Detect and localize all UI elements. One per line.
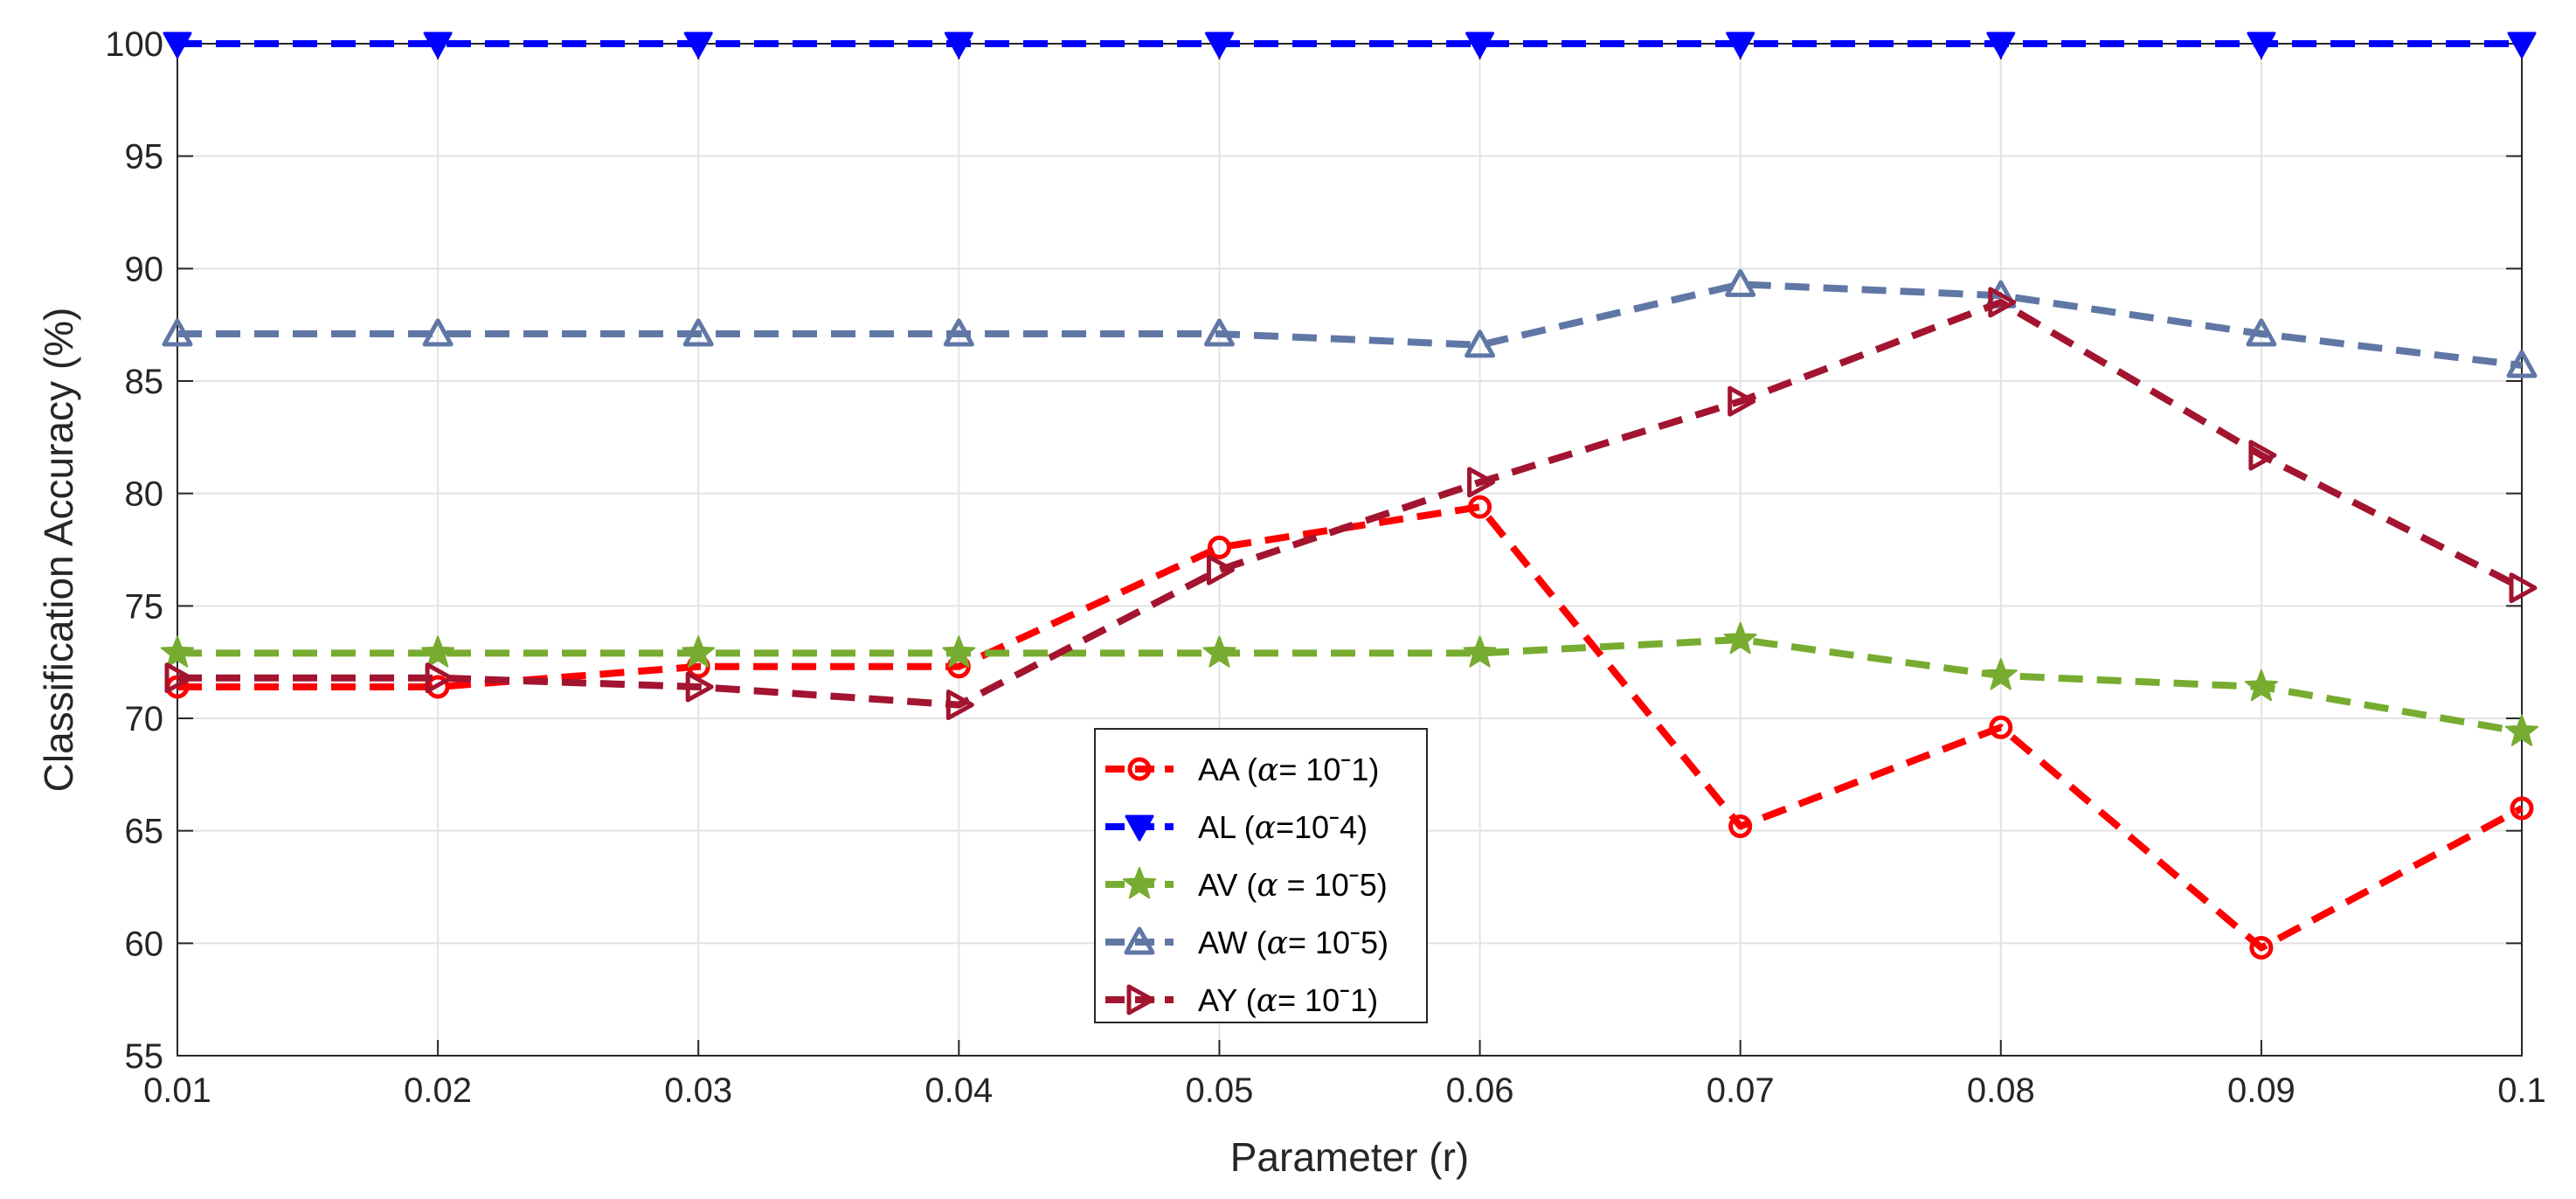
legend-marker	[1127, 757, 1152, 781]
data-point-al	[944, 31, 973, 59]
data-point-al	[2247, 31, 2276, 59]
data-point-ay	[164, 662, 193, 694]
data-point-al	[1465, 31, 1495, 59]
data-point-aa	[1728, 814, 1753, 839]
data-point-av	[1723, 621, 1757, 655]
y-tick-label: 90	[125, 250, 164, 288]
data-point-ay	[2509, 572, 2538, 604]
x-tick-label: 0.09	[2227, 1071, 2296, 1110]
series-av	[160, 621, 2539, 746]
legend-item: AA (α= 10ˉ1)	[1105, 752, 1379, 788]
y-tick-label: 70	[125, 700, 164, 738]
data-point-ay	[1728, 385, 1756, 417]
data-point-aw	[2506, 350, 2538, 378]
y-tick-label: 60	[125, 925, 164, 963]
data-point-aa	[2249, 935, 2274, 960]
y-tick-label: 85	[125, 363, 164, 401]
y-axis-label: Classification Accuracy (%)	[36, 308, 81, 793]
data-point-ay	[945, 690, 974, 721]
data-point-av	[2504, 714, 2539, 746]
x-tick-label: 0.08	[1967, 1071, 2035, 1110]
data-point-av	[2244, 669, 2278, 702]
y-tick-label: 80	[125, 475, 164, 514]
legend-item: AV (α = 10ˉ5)	[1105, 867, 1388, 904]
data-point-al	[683, 31, 713, 59]
data-point-ay	[1988, 287, 2017, 318]
legend-item: AL (α=10ˉ4)	[1105, 809, 1368, 846]
legend-label: AW (α= 10ˉ5)	[1198, 925, 1388, 961]
data-point-aa	[2510, 796, 2534, 821]
data-point-aa	[1989, 715, 2013, 739]
data-point-av	[682, 635, 716, 668]
data-point-ay	[2248, 440, 2277, 471]
series-aw	[162, 268, 2538, 378]
data-point-ay	[425, 662, 454, 694]
series-line-aw	[177, 281, 2523, 369]
data-point-al	[2507, 31, 2537, 59]
x-tick-label: 0.1	[2497, 1071, 2546, 1110]
legend-label: AY (α= 10ˉ1)	[1198, 982, 1378, 1019]
x-tick-label: 0.07	[1707, 1071, 1775, 1110]
x-tick-label: 0.01	[143, 1071, 211, 1110]
data-point-aw	[943, 318, 974, 347]
data-point-aa	[1468, 495, 1492, 519]
data-point-al	[163, 31, 192, 59]
data-point-al	[1726, 31, 1755, 59]
data-point-al	[1986, 31, 2016, 59]
legend-label: AL (α=10ˉ4)	[1198, 809, 1368, 846]
legend-marker	[1122, 867, 1157, 899]
y-tick-label: 75	[125, 587, 164, 626]
series-line-av	[177, 635, 2523, 736]
data-point-aw	[2246, 318, 2277, 347]
y-tick-label: 95	[125, 138, 164, 177]
x-tick-label: 0.02	[404, 1071, 472, 1110]
data-point-aw	[162, 318, 193, 347]
y-tick-label: 65	[125, 813, 164, 851]
x-tick-label: 0.04	[924, 1071, 993, 1110]
x-tick-label: 0.03	[664, 1071, 732, 1110]
data-point-ay	[1206, 554, 1235, 586]
y-tick-label: 55	[125, 1037, 164, 1076]
data-point-ay	[685, 671, 714, 703]
data-point-al	[423, 31, 453, 59]
legend: AA (α= 10ˉ1) AL (α=10ˉ4) AV (α = 10ˉ5) AW (…	[1094, 728, 1428, 1023]
data-point-aw	[422, 318, 454, 347]
legend-label: AA (α= 10ˉ1)	[1198, 752, 1379, 788]
legend-marker	[1124, 926, 1155, 955]
series-ay	[164, 287, 2538, 721]
series-al	[163, 31, 2537, 59]
x-tick-label: 0.05	[1186, 1071, 1254, 1110]
legend-marker	[1126, 984, 1155, 1015]
series-line-ay	[177, 298, 2524, 709]
legend-label: AV (α = 10ˉ5)	[1198, 867, 1388, 904]
data-point-av	[1463, 635, 1497, 668]
data-point-aw	[1725, 268, 1756, 297]
legend-box	[1094, 728, 1428, 1023]
y-tick-label: 100	[105, 25, 163, 64]
data-point-av	[421, 635, 455, 668]
legend-item: AW (α= 10ˉ5)	[1105, 925, 1388, 961]
data-point-av	[942, 635, 976, 668]
data-point-aw	[1203, 318, 1235, 347]
legend-marker	[1125, 814, 1154, 842]
x-tick-label: 0.06	[1446, 1071, 1514, 1110]
data-point-av	[160, 635, 195, 668]
data-point-aw	[682, 318, 714, 347]
data-point-av	[1202, 635, 1236, 668]
data-point-aw	[1465, 329, 1496, 358]
data-point-ay	[1467, 467, 1496, 498]
data-point-av	[1984, 658, 2018, 690]
data-point-aa	[1207, 535, 1231, 559]
data-point-al	[1204, 31, 1234, 59]
legend-item: AY (α= 10ˉ1)	[1105, 982, 1378, 1019]
x-axis-label: Parameter (r)	[1230, 1134, 1469, 1180]
